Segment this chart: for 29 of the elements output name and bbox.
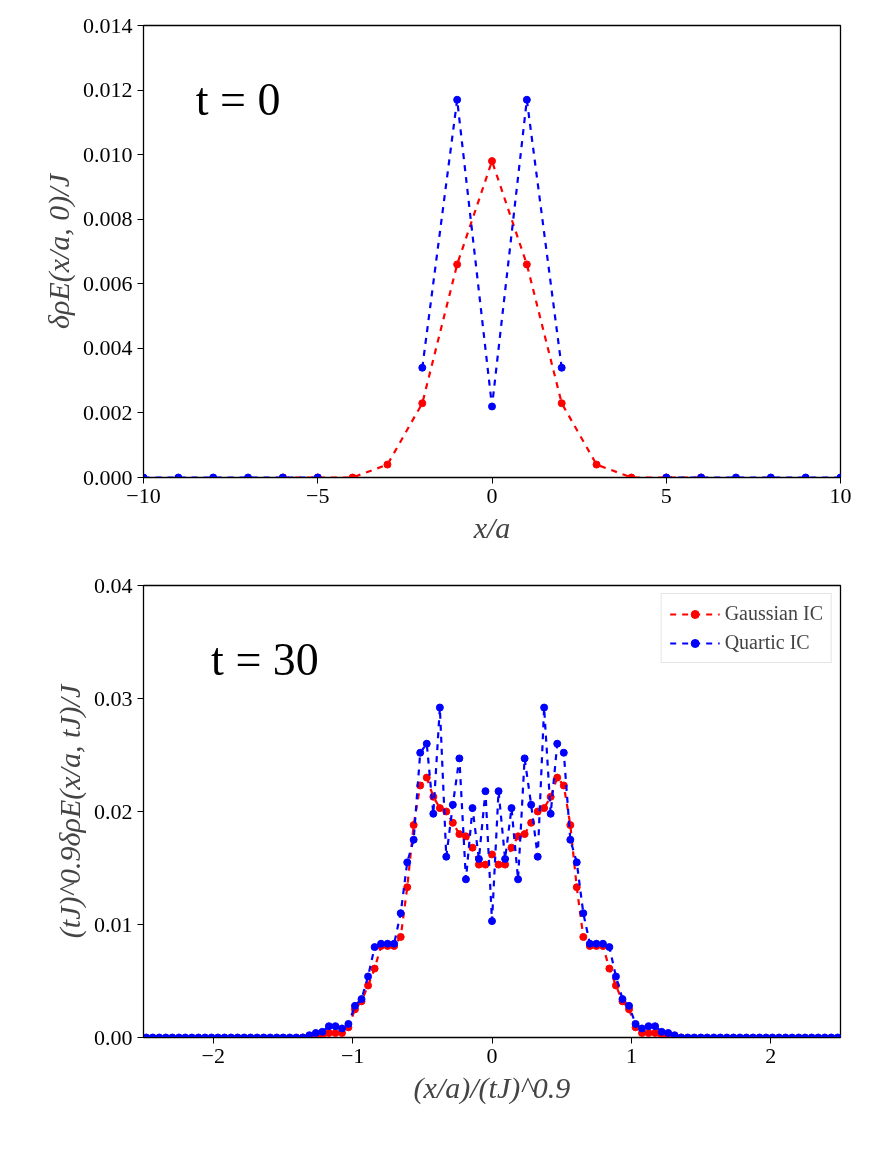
y-tick-label: 0.004 [83, 335, 133, 361]
y-axis-title: δρE(x/a, 0)/J [42, 172, 76, 329]
x-tick-label: −2 [201, 1042, 225, 1068]
legend-label: Quartic IC [724, 631, 810, 654]
x-tick-label: 1 [625, 1042, 637, 1068]
y-tick-label: 0.00 [94, 1024, 133, 1050]
annotation: t = 0 [195, 73, 281, 125]
x-tick-label: 5 [660, 482, 672, 508]
y-axis-title: (tJ)^0.9δρE(x/a, tJ)/J [53, 683, 87, 939]
legend-label: Gaussian IC [724, 602, 823, 625]
y-tick-label: 0.03 [94, 685, 133, 711]
y-tick-label: 0.006 [83, 270, 133, 296]
y-tick-label: 0.012 [83, 77, 133, 103]
y-tick-label: 0.002 [83, 399, 133, 425]
x-axis-title: x/a [472, 510, 511, 544]
y-tick-label: 0.014 [83, 12, 133, 38]
y-tick-label: 0.01 [94, 911, 133, 937]
annotation: t = 30 [211, 633, 319, 685]
x-tick-label: 0 [486, 1042, 498, 1068]
y-tick-label: 0.008 [83, 206, 133, 232]
y-tick-label: 0.04 [94, 572, 133, 598]
y-tick-label: 0.010 [83, 141, 133, 167]
y-tick-label: 0.02 [94, 798, 133, 824]
x-axis-title: (x/a)/(tJ)^0.9 [413, 1070, 571, 1105]
x-tick-label: 2 [765, 1042, 777, 1068]
x-tick-label: −5 [306, 482, 330, 508]
x-tick-label: −1 [340, 1042, 365, 1068]
x-tick-label: 0 [486, 482, 498, 508]
x-tick-label: 10 [829, 482, 852, 508]
